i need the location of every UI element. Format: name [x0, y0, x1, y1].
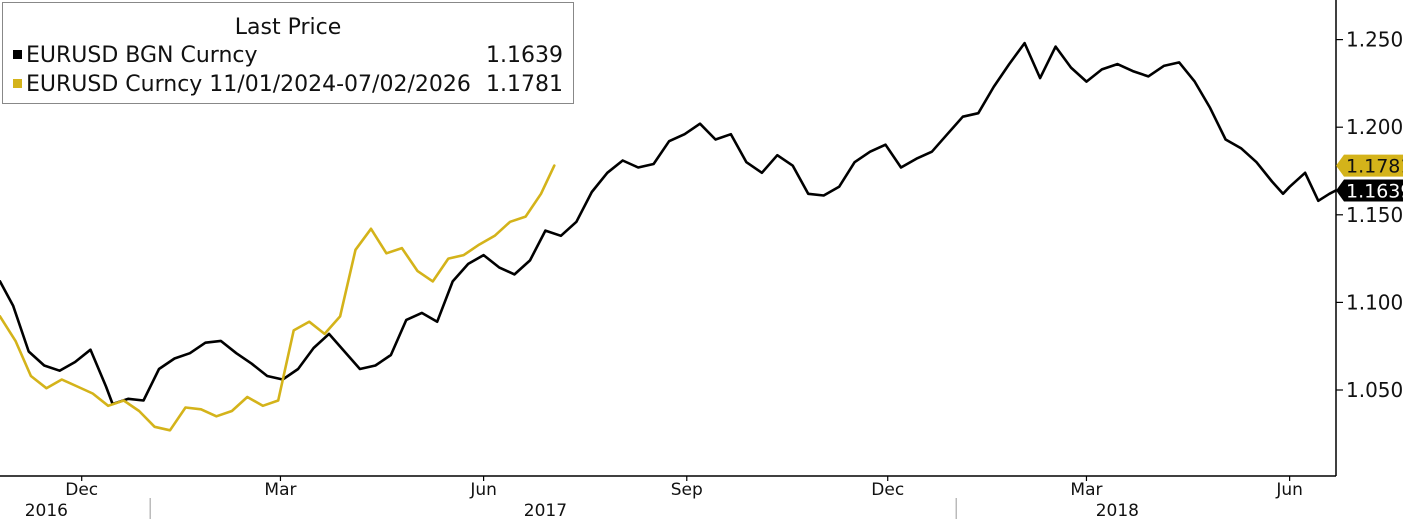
last-value-tag-black: 1.1639	[1336, 179, 1403, 202]
plot-area	[0, 0, 1337, 477]
last-value-tag-shape	[1336, 154, 1403, 177]
legend-swatch-gold	[13, 78, 22, 88]
y-tick-label: 1.2000	[1346, 115, 1403, 139]
legend-series-value: 1.1639	[486, 43, 563, 68]
x-tick-label-month: Sep	[671, 480, 703, 500]
legend-swatch-black	[13, 49, 22, 59]
x-tick-label-month: Mar	[264, 480, 296, 500]
legend-series-name: EURUSD Curncy 11/01/2024-07/02/2026	[26, 72, 471, 97]
legend-box: Last Price EURUSD BGN Curncy 1.1639 EURU…	[2, 2, 574, 104]
x-tick-label-year: 2017	[524, 501, 567, 519]
y-tick-label: 1.2500	[1346, 28, 1403, 52]
legend-series-value: 1.1781	[486, 72, 563, 97]
x-tick-label-year: 2016	[25, 501, 68, 519]
x-axis-ticks: Dec Mar Jun Sep Dec Mar Jun 2016 2017 2018	[25, 476, 1303, 519]
x-tick-label-year: 2018	[1096, 501, 1139, 519]
x-tick-label-month: Dec	[871, 480, 904, 500]
legend-series-name: EURUSD BGN Curncy	[26, 43, 258, 68]
legend-entry-eurusd-bgn: EURUSD BGN Curncy 1.1639	[13, 43, 563, 69]
x-tick-label-month: Jun	[1275, 480, 1303, 500]
series-line-eurusd-bgn	[0, 41, 1338, 406]
y-tick-label: 1.1000	[1346, 290, 1403, 314]
y-axis-ticks: 1.0500 1.1000 1.1500 1.2000 1.2500	[1336, 28, 1403, 402]
legend-title: Last Price	[234, 15, 342, 40]
x-tick-label-month: Mar	[1070, 480, 1102, 500]
x-tick-label-month: Dec	[65, 480, 98, 500]
series-layer	[0, 41, 1338, 432]
x-tick-label-month: Jun	[469, 480, 497, 500]
last-value-tag-shape	[1336, 179, 1403, 202]
last-value-tag-label: 1.1781	[1346, 156, 1403, 178]
legend-entry-eurusd-shifted: EURUSD Curncy 11/01/2024-07/02/2026 1.17…	[13, 72, 563, 98]
last-value-tag-label: 1.1639	[1346, 180, 1403, 202]
y-tick-label: 1.0500	[1346, 378, 1403, 402]
y-tick-label: 1.1500	[1346, 203, 1403, 227]
last-value-tag-gold: 1.1781	[1336, 154, 1403, 178]
last-value-labels: 1.16391.1781	[1336, 154, 1403, 202]
series-line-eurusd-shifted	[0, 164, 556, 432]
